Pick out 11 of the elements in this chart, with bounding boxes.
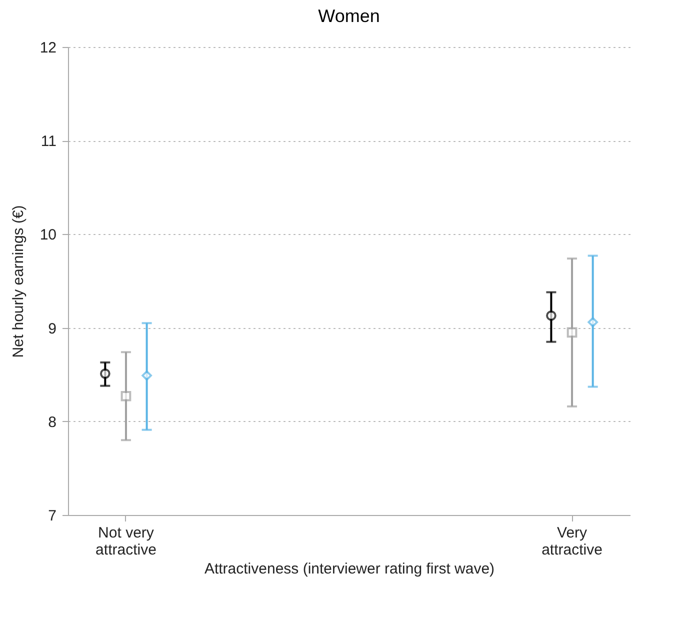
y-tick-label: 10 (40, 226, 56, 244)
y-axis-title: Net hourly earnings (€) (10, 205, 27, 358)
y-tick-label: 7 (48, 508, 56, 524)
y-tick-label: 9 (48, 320, 56, 338)
x-tick-label: Not very attractive (96, 524, 156, 558)
x-tick-label: Very attractive (542, 524, 602, 558)
chart-title: Women (318, 6, 380, 26)
y-tick-label: 11 (40, 133, 56, 150)
y-tick-label: 12 (40, 40, 56, 56)
x-axis-title: Attractiveness (interviewer rating first wave) (204, 560, 495, 578)
y-tick-label: 8 (48, 414, 56, 431)
